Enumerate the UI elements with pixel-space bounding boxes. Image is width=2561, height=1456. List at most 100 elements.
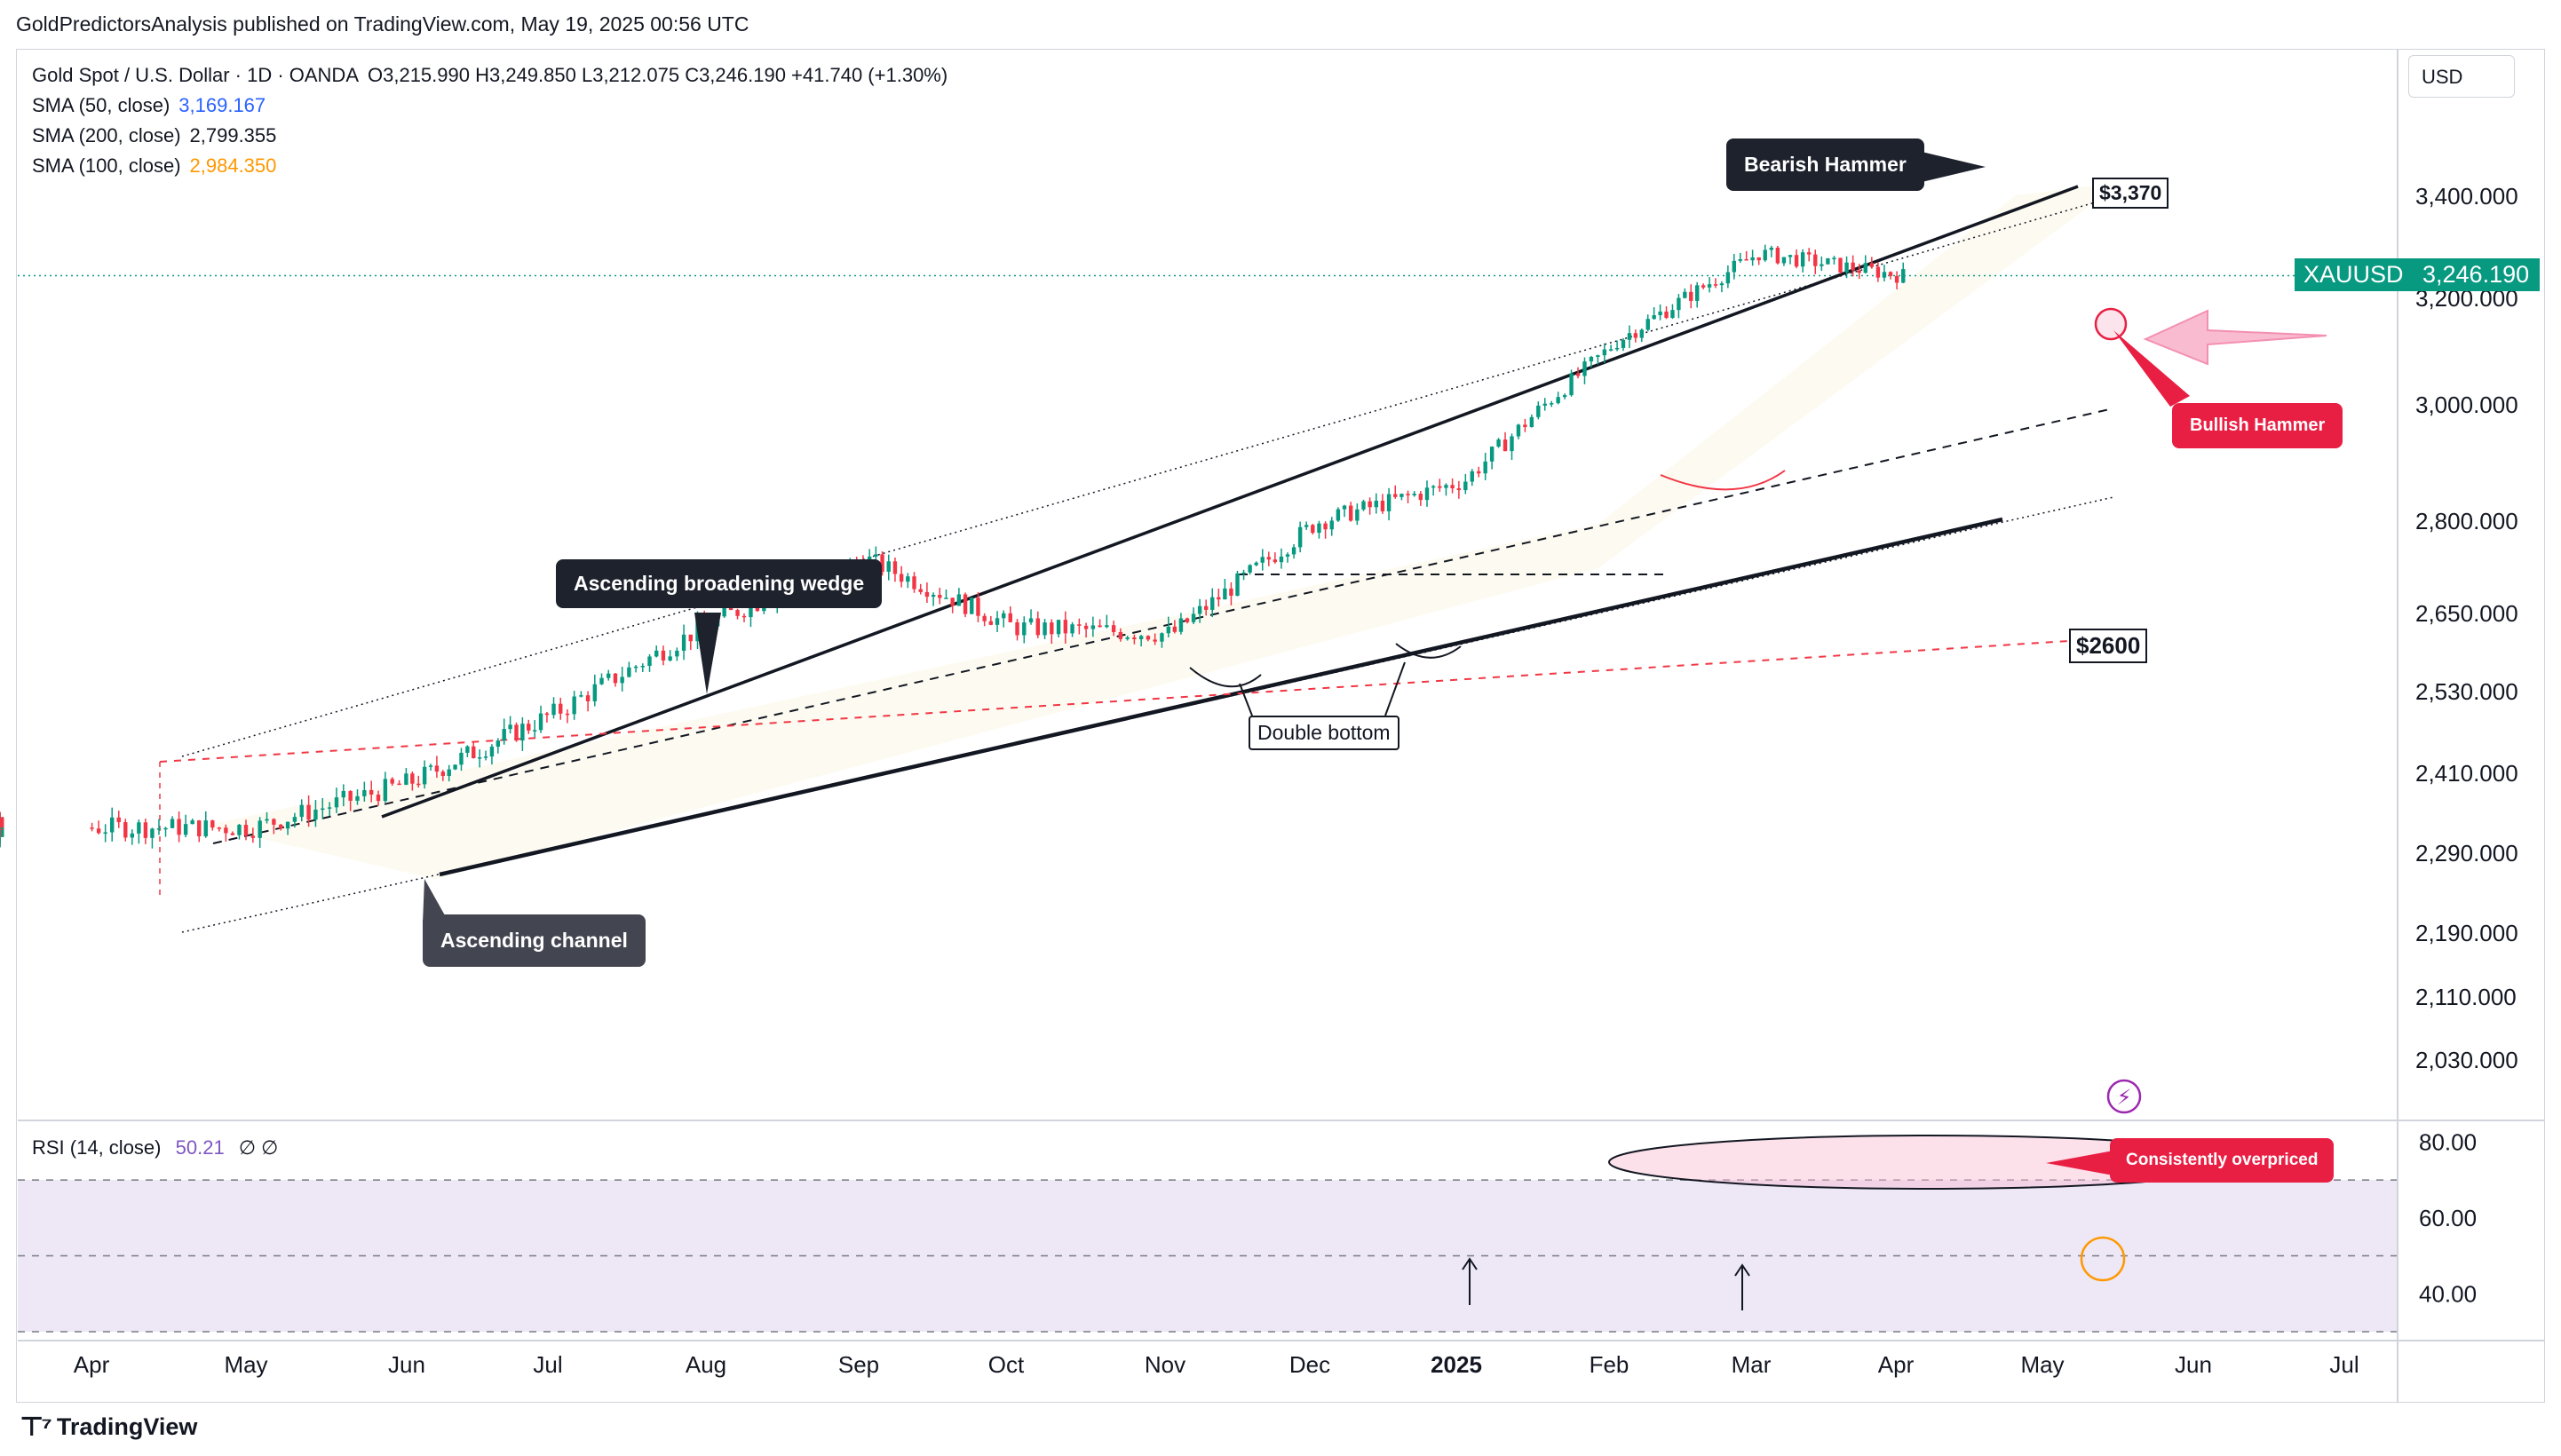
brand-text: TradingView	[56, 1413, 198, 1440]
candle-body	[1323, 523, 1328, 530]
time-tick-label: Apr	[1878, 1351, 1915, 1378]
candle-body	[1235, 573, 1240, 597]
candle-body	[988, 621, 994, 625]
candle-body	[1496, 439, 1501, 447]
candle-body	[1254, 562, 1258, 566]
candle-body	[472, 746, 476, 759]
candle-body	[1645, 319, 1650, 330]
candle-body	[0, 818, 4, 828]
candle-body	[950, 597, 955, 606]
candle-body	[489, 747, 495, 757]
candle-body	[203, 820, 208, 837]
price-tick-label: 2,030.000	[2415, 1047, 2518, 1073]
candle-body	[1050, 622, 1054, 635]
tradingview-brand[interactable]: ⊤⁷ TradingView	[20, 1412, 197, 1443]
candle-body	[1582, 361, 1587, 376]
candle-body	[579, 695, 583, 697]
legend-symbol-row: Gold Spot / U.S. Dollar · 1D · OANDA O3,2…	[32, 60, 956, 91]
candle-body	[306, 804, 311, 820]
candle-body	[1090, 625, 1096, 629]
candle-body	[1217, 597, 1221, 600]
sma50-value: 3,169.167	[178, 94, 266, 116]
legend-sma200-row[interactable]: SMA (200, close) 2,799.355	[32, 121, 956, 151]
candle-body	[137, 822, 141, 834]
candle-body	[1412, 494, 1416, 495]
time-tick-label: Nov	[1145, 1351, 1185, 1378]
candle-body	[1002, 613, 1006, 619]
candle-body	[1769, 247, 1774, 250]
candle-body	[1800, 252, 1805, 267]
chart-frame[interactable]	[16, 49, 2545, 1403]
candle-body	[465, 746, 470, 753]
rsi-tick-label: 60.00	[2419, 1205, 2477, 1231]
tradingview-logo-icon: ⊤⁷	[20, 1412, 52, 1442]
double-bottom-arc-1	[1189, 667, 1262, 688]
candle-body	[1707, 284, 1712, 288]
candle-body	[376, 795, 381, 802]
candle-body	[190, 820, 194, 825]
candle-body	[1146, 636, 1151, 640]
channel-mid-dashed	[212, 408, 2114, 844]
candle-body	[1510, 436, 1514, 452]
price-tick-label: 2,800.000	[2415, 508, 2518, 534]
candle-body	[1172, 626, 1177, 632]
candle-body	[1701, 285, 1706, 288]
candle-body	[355, 795, 360, 801]
candle-body	[313, 809, 318, 820]
candle-body	[1125, 637, 1130, 639]
candle-body	[1738, 258, 1742, 261]
candle-body	[397, 783, 401, 786]
rsi-value: 50.21	[175, 1136, 225, 1159]
candle-body	[681, 634, 686, 651]
candle-body	[880, 554, 884, 573]
candle-body	[334, 797, 339, 808]
candle-body	[1185, 618, 1190, 622]
legend-sma50-row[interactable]: SMA (50, close) 3,169.167	[32, 91, 956, 121]
candle-body	[1523, 424, 1527, 428]
candle-body	[1138, 636, 1144, 640]
sma50-label: SMA (50, close)	[32, 94, 170, 116]
candle-body	[514, 724, 519, 741]
candle-body	[544, 713, 550, 716]
symbol-tag: XAUUSD	[2295, 258, 2413, 291]
candle-body	[963, 594, 968, 614]
candle-body	[1756, 257, 1761, 261]
candle-body	[675, 650, 679, 657]
candle-body	[459, 752, 464, 765]
rsi-legend[interactable]: RSI (14, close) 50.21 ∅ ∅	[32, 1136, 278, 1159]
candle-body	[1368, 501, 1372, 508]
legend-sma100-row[interactable]: SMA (100, close) 2,984.350	[32, 151, 956, 181]
candle-body	[1260, 557, 1265, 563]
price-tick-label: 2,190.000	[2415, 920, 2518, 946]
candle-body	[502, 729, 506, 741]
candle-body	[1483, 461, 1487, 474]
candle-body	[654, 650, 659, 657]
candle-body	[1677, 297, 1681, 311]
candle-body	[230, 833, 235, 835]
candle-body	[1550, 403, 1554, 405]
time-tick-label: Jun	[2175, 1351, 2212, 1378]
candle-body	[1399, 494, 1404, 497]
candle-body	[1374, 500, 1378, 508]
candle-body	[224, 827, 228, 834]
candle-body	[956, 594, 962, 606]
candle-body	[1869, 263, 1875, 267]
sma100-value: 2,984.350	[189, 154, 277, 177]
candle-body	[1083, 625, 1089, 629]
candle-body	[496, 740, 501, 748]
candle-body	[976, 597, 980, 616]
candle-body	[620, 677, 624, 684]
candle-body	[130, 833, 135, 838]
candle-body	[1477, 471, 1481, 474]
candle-body	[1336, 509, 1341, 521]
candle-body	[383, 779, 388, 802]
sma200-label: SMA (200, close)	[32, 124, 181, 146]
candle-body	[1431, 486, 1436, 488]
candle-body	[1063, 620, 1068, 634]
publisher-line: GoldPredictorsAnalysis published on Trad…	[16, 12, 749, 36]
candles	[0, 244, 1906, 849]
currency-button[interactable]: USD	[2408, 55, 2515, 98]
candle-body	[1105, 625, 1109, 628]
candle-body	[410, 773, 415, 784]
